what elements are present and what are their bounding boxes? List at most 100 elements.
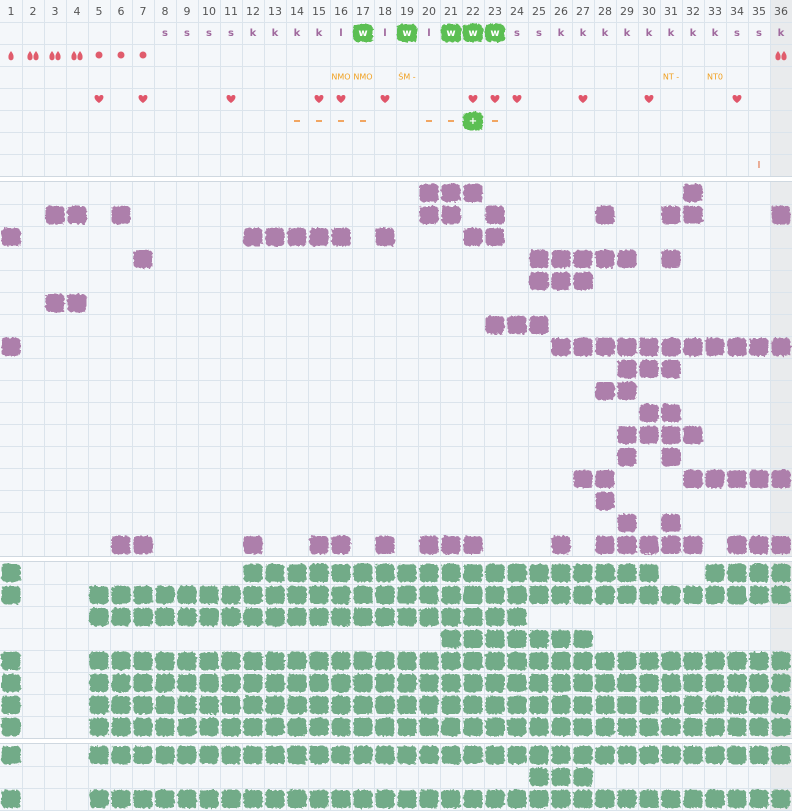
drop bbox=[27, 51, 33, 61]
blob bbox=[683, 718, 703, 736]
heart bbox=[226, 95, 236, 103]
blob bbox=[617, 448, 637, 466]
blob bbox=[221, 652, 241, 670]
letter: s bbox=[206, 28, 212, 39]
blob bbox=[771, 564, 791, 582]
blob bbox=[243, 564, 263, 582]
letter: l bbox=[383, 28, 386, 39]
blob bbox=[639, 586, 659, 604]
blob bbox=[419, 608, 439, 626]
blob bbox=[111, 746, 131, 764]
blob bbox=[551, 718, 571, 736]
blob bbox=[331, 652, 351, 670]
blob bbox=[507, 608, 527, 626]
blob bbox=[573, 652, 593, 670]
blob bbox=[617, 586, 637, 604]
blob bbox=[661, 718, 681, 736]
heart bbox=[512, 95, 522, 103]
blob bbox=[265, 564, 285, 582]
blob bbox=[221, 746, 241, 764]
letter: k bbox=[668, 28, 675, 39]
blob bbox=[133, 696, 153, 714]
heart bbox=[94, 95, 104, 103]
blob bbox=[705, 338, 725, 356]
blob bbox=[705, 674, 725, 692]
blob bbox=[595, 564, 615, 582]
blob bbox=[727, 338, 747, 356]
blob bbox=[353, 790, 373, 808]
blob bbox=[111, 586, 131, 604]
blob bbox=[353, 696, 373, 714]
blob bbox=[441, 718, 461, 736]
day-number: 25 bbox=[532, 5, 546, 18]
blob bbox=[595, 746, 615, 764]
blob bbox=[529, 586, 549, 604]
blob bbox=[243, 674, 263, 692]
blob bbox=[309, 536, 329, 554]
day-number: 31 bbox=[664, 5, 678, 18]
day-number: 3 bbox=[52, 5, 59, 18]
blob bbox=[1, 746, 21, 764]
blob bbox=[287, 718, 307, 736]
label: NT - bbox=[663, 73, 679, 82]
blob bbox=[221, 790, 241, 808]
blob bbox=[485, 718, 505, 736]
blob bbox=[661, 586, 681, 604]
day-number: 14 bbox=[290, 5, 304, 18]
blob bbox=[683, 696, 703, 714]
blob bbox=[133, 790, 153, 808]
day-number: 27 bbox=[576, 5, 590, 18]
blob bbox=[419, 586, 439, 604]
blob bbox=[595, 382, 615, 400]
blob bbox=[617, 536, 637, 554]
day-number: 10 bbox=[202, 5, 216, 18]
blob bbox=[463, 746, 483, 764]
blob bbox=[485, 674, 505, 692]
blob bbox=[661, 426, 681, 444]
blob bbox=[45, 206, 65, 224]
blob bbox=[683, 674, 703, 692]
blob bbox=[177, 790, 197, 808]
blob bbox=[573, 674, 593, 692]
letter: l bbox=[427, 28, 430, 39]
letter: k bbox=[602, 28, 609, 39]
dot bbox=[139, 51, 147, 59]
blob bbox=[1, 228, 21, 246]
blob bbox=[265, 674, 285, 692]
letter: k bbox=[580, 28, 587, 39]
badge bbox=[485, 24, 505, 42]
day-number: 2 bbox=[30, 5, 37, 18]
blob bbox=[309, 790, 329, 808]
blob bbox=[309, 564, 329, 582]
blob bbox=[661, 360, 681, 378]
blob bbox=[661, 696, 681, 714]
blob bbox=[265, 696, 285, 714]
blob bbox=[309, 746, 329, 764]
day-number: 7 bbox=[140, 5, 147, 18]
blob bbox=[617, 360, 637, 378]
heart bbox=[314, 95, 324, 103]
blob bbox=[573, 790, 593, 808]
day-number: 15 bbox=[312, 5, 326, 18]
letter: k bbox=[624, 28, 631, 39]
blob bbox=[683, 470, 703, 488]
day-number: 9 bbox=[184, 5, 191, 18]
blob bbox=[705, 652, 725, 670]
badge-text: w bbox=[358, 28, 367, 39]
blob bbox=[331, 228, 351, 246]
blob bbox=[419, 652, 439, 670]
blob bbox=[353, 746, 373, 764]
blob bbox=[441, 608, 461, 626]
blob bbox=[243, 228, 263, 246]
blob bbox=[155, 674, 175, 692]
blob bbox=[683, 338, 703, 356]
blob bbox=[331, 790, 351, 808]
blob bbox=[617, 564, 637, 582]
blob bbox=[661, 514, 681, 532]
letter: k bbox=[294, 28, 301, 39]
blob bbox=[705, 470, 725, 488]
blob bbox=[287, 652, 307, 670]
separator bbox=[0, 176, 792, 182]
blob bbox=[485, 228, 505, 246]
day-number: 1 bbox=[8, 5, 15, 18]
